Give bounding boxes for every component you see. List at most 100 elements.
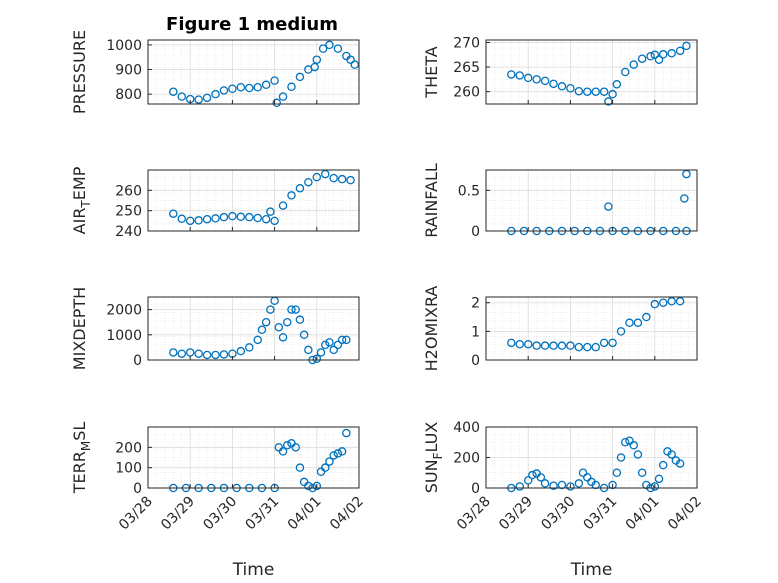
data-point	[329, 345, 338, 355]
subplot-theta: 260 265 270 THETA	[422, 35, 698, 106]
data-point	[278, 201, 288, 210]
data-point	[658, 50, 668, 59]
y-tick-label: 400	[453, 420, 480, 436]
data-point	[604, 202, 613, 211]
data-point	[261, 317, 271, 327]
data-point	[566, 482, 575, 491]
data-point	[291, 305, 300, 314]
data-point	[549, 481, 558, 490]
data-point	[169, 87, 178, 96]
data-point	[304, 345, 313, 355]
data-point	[253, 83, 262, 92]
data-point	[337, 174, 347, 184]
figure-title: Figure 1 medium	[166, 14, 338, 35]
y-tick-label: 0	[471, 224, 480, 240]
axes-box	[147, 296, 360, 361]
data-point	[536, 473, 546, 482]
data-point	[211, 350, 220, 360]
data-point	[608, 338, 617, 348]
data-point	[528, 470, 537, 480]
data-point	[591, 342, 600, 352]
data-point	[325, 40, 334, 50]
data-point	[608, 480, 617, 490]
data-point	[675, 459, 685, 468]
data-point	[278, 92, 288, 101]
data-point	[599, 87, 609, 96]
data-point	[312, 172, 322, 182]
data-point	[266, 305, 275, 314]
data-point	[295, 315, 305, 324]
data-point	[329, 173, 338, 183]
data-point	[257, 325, 267, 335]
x-tick-label: 04/01	[285, 494, 325, 534]
y-axis-label: TERRMSL	[70, 422, 93, 495]
data-point	[650, 482, 660, 491]
data-point	[637, 54, 647, 63]
data-point	[270, 76, 279, 85]
y-tick-label: 250	[115, 204, 142, 220]
data-point	[658, 460, 668, 470]
data-point	[274, 322, 284, 332]
y-tick-label: 2000	[106, 303, 142, 319]
data-point	[540, 341, 550, 350]
y-tick-label: 1000	[106, 328, 142, 344]
data-point	[287, 82, 296, 92]
y-tick-label: 0	[133, 481, 142, 497]
data-point	[318, 44, 328, 53]
data-point	[515, 482, 525, 491]
data-point	[549, 79, 558, 89]
data-point	[532, 341, 541, 350]
y-tick-label: 240	[115, 224, 142, 240]
data-point	[261, 214, 271, 224]
data-point	[625, 318, 634, 328]
y-tick-label: 0	[133, 353, 142, 369]
data-point	[211, 89, 220, 99]
data-point	[312, 481, 322, 491]
data-point	[278, 447, 288, 456]
y-tick-label: 0	[471, 353, 480, 369]
axes-box	[485, 169, 698, 232]
x-tick-label: 03/29	[496, 494, 536, 534]
y-tick-label: 1	[471, 324, 480, 340]
data-point	[682, 41, 691, 51]
data-point	[278, 333, 288, 342]
x-tick-label: 04/02	[327, 494, 367, 534]
subplot-air-temp: 240 250 260 AIRTEMP	[70, 166, 360, 240]
y-tick-label: 1000	[106, 38, 142, 54]
data-point	[540, 479, 550, 488]
y-axis-label: SUNFLUX	[422, 422, 445, 494]
data-point	[304, 481, 313, 491]
y-tick-label: 100	[115, 461, 142, 477]
data-point	[228, 84, 237, 93]
data-point	[654, 55, 664, 64]
data-point	[625, 436, 634, 445]
data-point	[202, 214, 212, 224]
y-tick-label: 270	[453, 35, 480, 51]
y-axis-label: MIXDEPTH	[70, 287, 89, 370]
data-point	[333, 340, 343, 350]
data-point	[346, 55, 355, 64]
data-point	[185, 216, 195, 226]
data-point	[583, 342, 592, 352]
data-point	[236, 346, 246, 356]
data-point	[608, 89, 617, 99]
data-point	[566, 83, 575, 93]
data-point	[177, 349, 187, 358]
y-axis-label: AIRTEMP	[70, 166, 93, 234]
data-point	[540, 76, 550, 86]
data-point	[532, 75, 541, 84]
data-point	[591, 87, 600, 96]
data-point	[236, 83, 246, 92]
data-point	[612, 468, 622, 477]
x-axis-label: Time	[570, 560, 613, 580]
data-point	[219, 212, 229, 222]
data-point	[325, 457, 334, 466]
data-point	[557, 341, 567, 350]
y-tick-label: 200	[453, 451, 480, 467]
data-point	[507, 70, 516, 79]
y-axis-label: PRESSURE	[70, 30, 89, 114]
axes-box	[485, 39, 698, 105]
data-point	[574, 86, 584, 96]
